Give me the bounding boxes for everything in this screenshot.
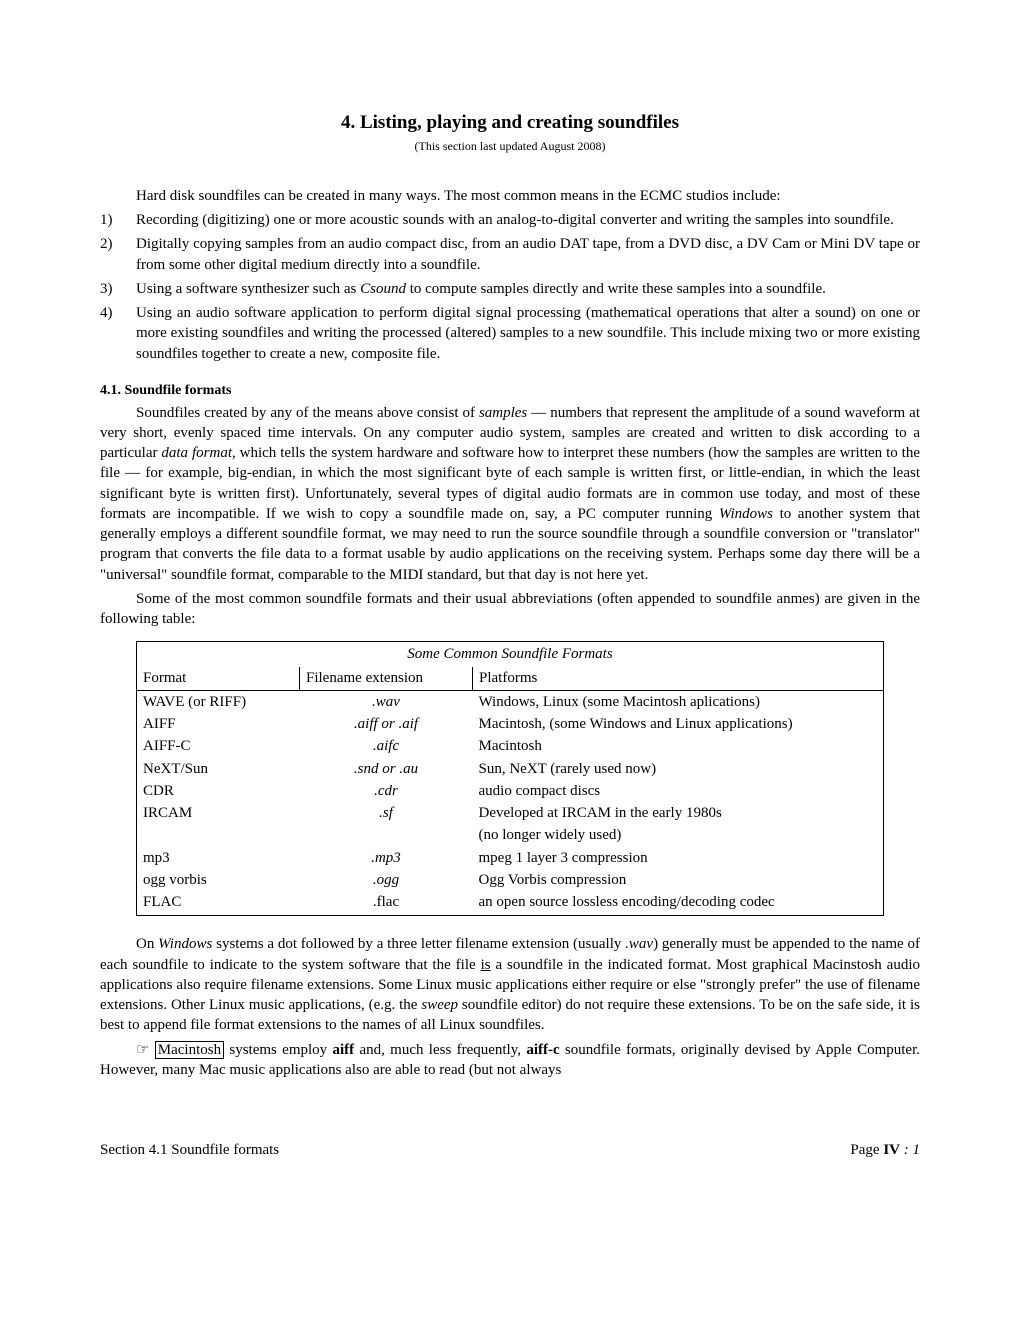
text-emphasis: Windows — [719, 506, 773, 522]
text-emphasis: samples — [479, 405, 527, 421]
table-cell: Macintosh — [473, 735, 884, 757]
body-paragraph: On Windows systems a dot followed by a t… — [100, 934, 920, 1035]
body-paragraph: Soundfiles created by any of the means a… — [100, 403, 920, 585]
table-cell — [300, 824, 473, 846]
list-body: Using an audio software application to p… — [136, 303, 920, 364]
table-row: ogg vorbis.oggOgg Vorbis compression — [137, 869, 884, 891]
table-row: (no longer widely used) — [137, 824, 884, 846]
table-cell: NeXT/Sun — [137, 758, 300, 780]
page-subtitle: (This section last updated August 2008) — [100, 138, 920, 154]
text-emphasis: sweep — [421, 997, 458, 1013]
table-cell: AIFF — [137, 713, 300, 735]
footer-left: Section 4.1 Soundfile formats — [100, 1140, 279, 1160]
table-cell: Macintosh, (some Windows and Linux appli… — [473, 713, 884, 735]
list-number: 2) — [100, 234, 136, 275]
table-cell: FLAC — [137, 891, 300, 916]
table-cell: .wav — [300, 690, 473, 713]
table-row: AIFF.aiff or .aifMacintosh, (some Window… — [137, 713, 884, 735]
table-cell: Ogg Vorbis compression — [473, 869, 884, 891]
list-item: 1)Recording (digitizing) one or more aco… — [100, 210, 920, 230]
text: Soundfiles created by any of the means a… — [136, 405, 479, 421]
text-bold: aiff-c — [526, 1042, 559, 1058]
table-cell: IRCAM — [137, 802, 300, 824]
table-cell: Sun, NeXT (rarely used now) — [473, 758, 884, 780]
table-cell: .aifc — [300, 735, 473, 757]
text: Page — [850, 1142, 883, 1158]
page-title: 4. Listing, playing and creating soundfi… — [100, 110, 920, 136]
table-cell: ogg vorbis — [137, 869, 300, 891]
table-cell: .ogg — [300, 869, 473, 891]
table-cell: Windows, Linux (some Macintosh aplicatio… — [473, 690, 884, 713]
body-paragraph: Some of the most common soundfile format… — [100, 589, 920, 630]
list-item: 4)Using an audio software application to… — [100, 303, 920, 364]
table-row: WAVE (or RIFF).wavWindows, Linux (some M… — [137, 690, 884, 713]
text-bold: aiff — [332, 1042, 354, 1058]
text-emphasis: Windows — [158, 936, 212, 952]
text-bold: IV — [883, 1142, 900, 1158]
text: systems a dot followed by a three letter… — [212, 936, 625, 952]
table-cell: .aiff or .aif — [300, 713, 473, 735]
table-header-row: Format Filename extension Platforms — [137, 667, 884, 691]
formats-table: Some Common Soundfile Formats Format Fil… — [136, 641, 884, 916]
text: and, much less frequently, — [354, 1042, 526, 1058]
table-cell: audio compact discs — [473, 780, 884, 802]
text-emphasis: data format — [161, 445, 232, 461]
table-header: Filename extension — [300, 667, 473, 691]
list-number: 4) — [100, 303, 136, 364]
footer-page: Page IV : 1 — [850, 1140, 920, 1160]
pointer-icon: ☞ — [136, 1042, 155, 1058]
page-footer: Section 4.1 Soundfile formats Page IV : … — [100, 1140, 920, 1160]
list-number: 3) — [100, 279, 136, 299]
table-caption: Some Common Soundfile Formats — [137, 642, 884, 667]
table-header: Platforms — [473, 667, 884, 691]
table-row: NeXT/Sun.snd or .auSun, NeXT (rarely use… — [137, 758, 884, 780]
list-item: 2)Digitally copying samples from an audi… — [100, 234, 920, 275]
numbered-list: 1)Recording (digitizing) one or more aco… — [100, 210, 920, 364]
list-item: 3)Using a software synthesizer such as C… — [100, 279, 920, 299]
table-row: CDR.cdraudio compact discs — [137, 780, 884, 802]
table-cell: .mp3 — [300, 847, 473, 869]
section-heading: 4.1. Soundfile formats — [100, 382, 920, 401]
text-emphasis: : 1 — [900, 1142, 920, 1158]
table-cell: mpeg 1 layer 3 compression — [473, 847, 884, 869]
table-row: mp3.mp3mpeg 1 layer 3 compression — [137, 847, 884, 869]
table-cell: mp3 — [137, 847, 300, 869]
list-body: Recording (digitizing) one or more acous… — [136, 210, 920, 230]
table-cell: CDR — [137, 780, 300, 802]
table-row: IRCAM.sfDeveloped at IRCAM in the early … — [137, 802, 884, 824]
table-header: Format — [137, 667, 300, 691]
table-cell — [137, 824, 300, 846]
text: systems employ — [224, 1042, 332, 1058]
table-cell: .cdr — [300, 780, 473, 802]
text-underline: is — [481, 957, 491, 973]
table-cell: .snd or .au — [300, 758, 473, 780]
list-body: Digitally copying samples from an audio … — [136, 234, 920, 275]
boxed-text: Macintosh — [155, 1041, 224, 1059]
body-paragraph: ☞ Macintosh systems employ aiff and, muc… — [100, 1040, 920, 1081]
list-number: 1) — [100, 210, 136, 230]
table-cell: Developed at IRCAM in the early 1980s — [473, 802, 884, 824]
list-body: Using a software synthesizer such as Cso… — [136, 279, 920, 299]
text: On — [136, 936, 158, 952]
table-cell: AIFF-C — [137, 735, 300, 757]
table-cell: .flac — [300, 891, 473, 916]
table-cell: (no longer widely used) — [473, 824, 884, 846]
text-emphasis: .wav — [625, 936, 653, 952]
table-cell: .sf — [300, 802, 473, 824]
table-row: AIFF-C.aifcMacintosh — [137, 735, 884, 757]
intro-paragraph: Hard disk soundfiles can be created in m… — [100, 186, 920, 206]
table-cell: an open source lossless encoding/decodin… — [473, 891, 884, 916]
table-row: FLAC.flacan open source lossless encodin… — [137, 891, 884, 916]
table-cell: WAVE (or RIFF) — [137, 690, 300, 713]
